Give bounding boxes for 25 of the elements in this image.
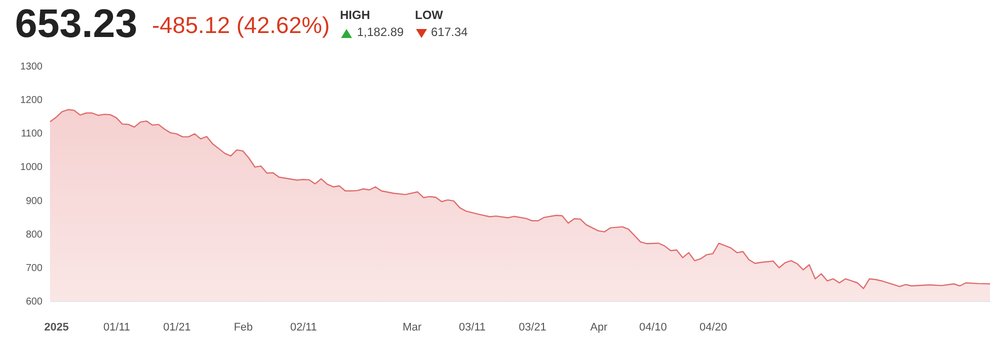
chart-subtitle: -485.12 (42.62%) xyxy=(152,12,330,39)
x-tick-label: 03/11 xyxy=(458,322,486,334)
x-tick-label: 01/21 xyxy=(163,322,191,334)
y-tick-label: 1300 xyxy=(20,62,43,72)
y-tick-label: 600 xyxy=(26,296,43,308)
x-tick-label: Feb xyxy=(234,322,253,334)
chart-title: 653.23 xyxy=(15,2,138,47)
y-tick-label: 1000 xyxy=(20,162,43,174)
text: HIGH xyxy=(340,8,370,22)
text: 1,182.89 xyxy=(357,25,404,39)
text: LOW xyxy=(415,8,443,22)
x-tick-label: 03/21 xyxy=(518,322,546,334)
x-tick-label: 04/20 xyxy=(700,322,728,334)
y-tick-label: 1200 xyxy=(20,95,43,106)
y-tick-label: 700 xyxy=(26,262,43,274)
y-tick-label: 1100 xyxy=(20,128,43,140)
x-tick-label: Mar xyxy=(402,322,422,334)
x-tick-label: 02/11 xyxy=(290,322,317,334)
x-tick-label: Apr xyxy=(590,322,608,334)
y-tick-label: 800 xyxy=(26,229,43,240)
x-tick-label: 01/11 xyxy=(103,322,130,334)
x-tick-label: 04/10 xyxy=(639,322,667,334)
y-tick-label: 900 xyxy=(26,196,43,207)
text: 617.34 xyxy=(431,25,468,39)
x-tick-label: 2025 xyxy=(44,322,69,334)
